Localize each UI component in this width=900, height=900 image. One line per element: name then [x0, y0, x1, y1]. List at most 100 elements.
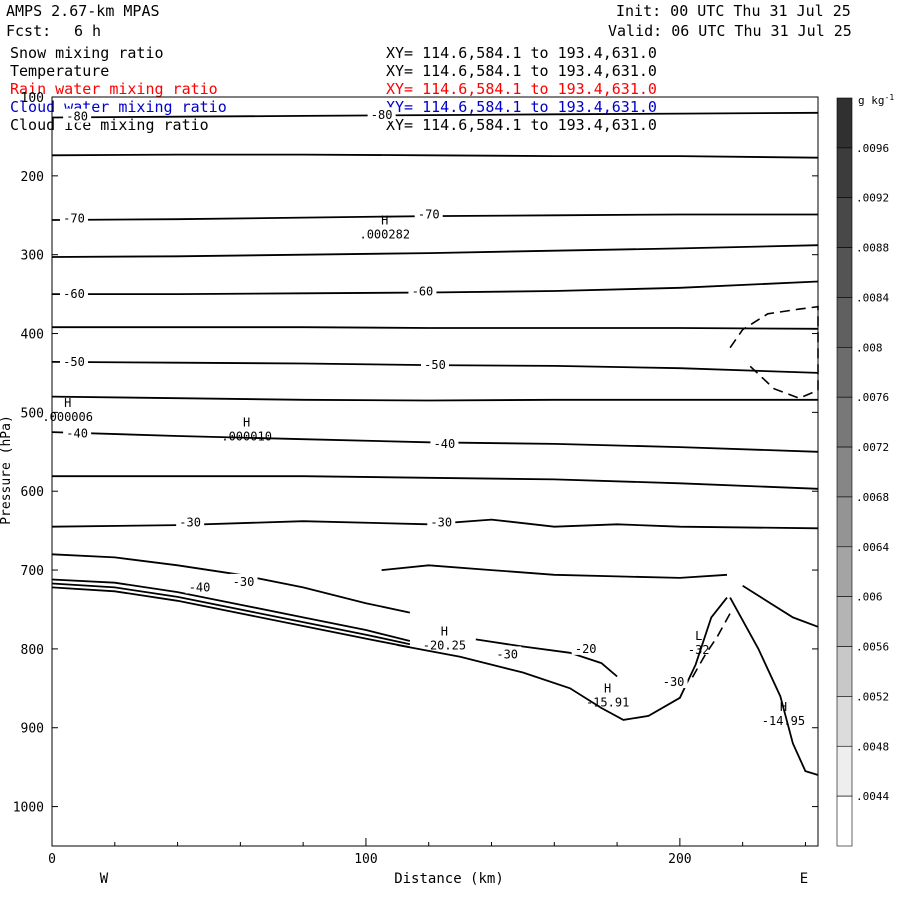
isotherm-0	[51, 111, 819, 119]
field-name-cloud-ice: Cloud ice mixing ratio	[10, 116, 209, 134]
isotherm-9	[52, 475, 819, 490]
forecast-value: 6 h	[74, 22, 102, 40]
colorbar-level: .0072	[856, 441, 889, 454]
extremum-marker: H	[381, 214, 388, 228]
extremum-value: -32	[688, 643, 710, 657]
contour-label-bg	[659, 674, 688, 689]
lower-contour-1	[51, 578, 411, 642]
isotherm-7	[51, 395, 818, 402]
y-tick-label: 400	[21, 328, 44, 343]
colorbar-level: .0076	[856, 391, 889, 404]
colorbar-level: .0064	[856, 541, 889, 554]
lower-contour-4	[381, 564, 728, 579]
colorbar-swatch	[836, 347, 853, 398]
contour-label-bg	[367, 107, 396, 122]
y-axis: 100 200 300 400 500 600 700 800 900 1000	[13, 91, 818, 816]
x-axis: 0 100 200	[48, 838, 806, 867]
contour-label-bg	[408, 283, 437, 298]
contour-label: -30	[179, 516, 201, 530]
extremum-value: -15.91	[586, 695, 629, 709]
lower-contour-8	[742, 585, 819, 628]
x-tick-label: 200	[668, 852, 691, 867]
y-tick-label: 500	[21, 406, 44, 421]
colorbar-level: .008	[856, 341, 883, 354]
lower-contour-2	[51, 582, 411, 646]
lower-contour-5	[475, 638, 618, 678]
dashed-contour-1	[691, 613, 731, 678]
y-tick-label: 600	[21, 485, 44, 500]
y-tick-label: 900	[21, 722, 44, 737]
field-name-cloud-water: Cloud water mixing ratio	[10, 98, 227, 116]
contour-label: -80	[66, 110, 88, 124]
colorbar-unit-text: g kg	[858, 94, 885, 107]
colorbar-level: .0068	[856, 491, 889, 504]
colorbar-level: .0092	[856, 192, 889, 205]
dashed-contour-0	[729, 305, 819, 400]
field-xy-snow: XY= 114.6,584.1 to 193.4,631.0	[386, 44, 657, 62]
contour-label-bg	[59, 210, 88, 225]
contour-label-bg	[59, 353, 88, 368]
contour-label: -30	[233, 575, 255, 589]
extremum-marker: H	[243, 416, 250, 430]
contour-label: -30	[496, 647, 518, 661]
lower-contour-3	[51, 586, 411, 649]
y-tick-label: 200	[21, 170, 44, 185]
contour-lines: -80 -80 -70 -70 -60 -60 -50 -50 -40 -40 -30 -30 -30 -…	[51, 107, 819, 776]
field-name-temperature: Temperature	[10, 62, 110, 80]
colorbar-unit: g kg-1	[858, 93, 894, 107]
field-xy-cloud-water: XY= 114.6,584.1 to 193.4,631.0	[386, 98, 657, 116]
contour-label-bg	[59, 286, 88, 301]
lower-contour-7	[729, 597, 819, 776]
contour-label: -50	[63, 355, 85, 369]
extremum-marker: H	[64, 396, 71, 410]
colorbar-level: .0056	[856, 641, 889, 654]
isotherm-1	[51, 153, 819, 159]
isotherm-10	[51, 518, 819, 530]
x-tick-label: 100	[354, 852, 377, 867]
contour-label-bg	[229, 573, 258, 588]
extremum-marker: H	[604, 681, 611, 695]
contour-label-bg	[430, 435, 459, 450]
lower-contour-6	[397, 597, 728, 721]
y-tick-label: 800	[21, 643, 44, 658]
model-title: AMPS 2.67-km MPAS	[6, 2, 160, 20]
colorbar-swatch	[836, 297, 853, 348]
contour-label-bg	[571, 640, 600, 655]
contour-label-bg	[185, 579, 214, 594]
x-axis-east-label: E	[800, 871, 808, 887]
extremum-marker: H	[780, 700, 787, 714]
y-axis-label: Pressure (hPa)	[0, 415, 14, 525]
x-tick-label: 0	[48, 852, 56, 867]
contour-label-bg	[427, 514, 456, 529]
colorbar-swatch	[836, 596, 853, 647]
contour-label: -40	[434, 437, 456, 451]
colorbar-swatch	[836, 646, 853, 697]
contour-label: -20	[575, 642, 597, 656]
field-xy-rain: XY= 114.6,584.1 to 193.4,631.0	[386, 80, 657, 98]
field-xy-temperature: XY= 114.6,584.1 to 193.4,631.0	[386, 62, 657, 80]
extremum-value: .000006	[42, 410, 93, 424]
contour-label-bg	[63, 425, 92, 440]
field-name-snow: Snow mixing ratio	[10, 44, 164, 62]
colorbar-swatch	[836, 147, 853, 199]
colorbar-level: .0044	[856, 790, 889, 803]
colorbar-level: .0084	[856, 291, 889, 304]
y-tick-label: 100	[21, 91, 44, 106]
extremum-value: .000010	[221, 430, 272, 444]
plot-frame	[51, 96, 819, 847]
contour-label: -50	[424, 358, 446, 372]
colorbar-level: .0048	[856, 740, 889, 753]
contour-label: -70	[63, 211, 85, 225]
isotherm-5	[52, 326, 819, 330]
x-axis-west-label: W	[100, 871, 109, 887]
contour-label-bg	[176, 514, 205, 529]
init-time: Init: 00 UTC Thu 31 Jul 25	[616, 2, 851, 20]
extremum-marker: L	[695, 629, 702, 643]
contour-label-bg	[63, 108, 92, 123]
contour-label: -40	[66, 427, 88, 441]
colorbar-level: .0096	[856, 142, 889, 155]
extremum-value: -20.25	[423, 638, 466, 652]
colorbar-swatch	[836, 795, 853, 847]
